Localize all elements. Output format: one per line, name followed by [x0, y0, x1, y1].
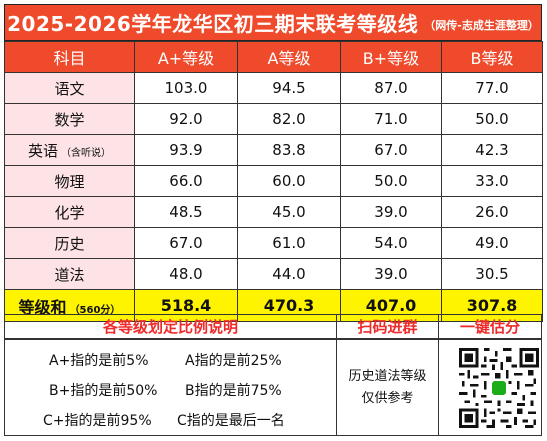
subject-cell: 语文 [4, 72, 135, 104]
score-cell: 82.0 [237, 103, 341, 135]
table-row: 历史 67.0 61.0 54.0 49.0 [4, 227, 543, 259]
score-cell: 61.0 [237, 227, 341, 259]
score-cell: 87.0 [340, 72, 442, 104]
score-cell: 39.0 [340, 258, 442, 290]
page-title: 2025-2026学年龙华区初三期末联考等级线 [7, 12, 419, 36]
score-cell: 67.0 [340, 134, 442, 166]
total-cell: 407.0 [340, 289, 442, 322]
score-cell: 92.0 [134, 103, 238, 135]
ratio-b: B指的是前75% [185, 383, 282, 399]
score-cell: 33.0 [441, 165, 543, 197]
ratio-explanation: A+指的是前5% A指的是前25% B+指的是前50% B指的是前75% C+指… [4, 339, 337, 436]
note-line-1: 历史道法等级 [348, 368, 427, 384]
total-cell: 307.8 [441, 289, 543, 322]
ratio-a-plus: A+指的是前5% [49, 353, 149, 369]
score-cell: 66.0 [134, 165, 238, 197]
score-cell: 71.0 [340, 103, 442, 135]
header-b-plus: B+等级 [340, 41, 442, 73]
ratio-b-plus: B+指的是前50% [49, 383, 158, 399]
header-a-plus: A+等级 [134, 41, 238, 73]
score-cell: 48.5 [134, 196, 238, 228]
total-cell: 470.3 [237, 289, 341, 322]
table-header-row: 科目 A+等级 A等级 B+等级 B等级 [4, 41, 543, 73]
subject-cell: 历史 [4, 227, 135, 259]
source-note: （网传-志成生涯整理） [424, 18, 539, 32]
score-cell: 30.5 [441, 258, 543, 290]
qr-code-icon[interactable] [459, 348, 539, 428]
score-cell: 83.8 [237, 134, 341, 166]
table-row: 语文 103.0 94.5 87.0 77.0 [4, 72, 543, 104]
score-cell: 26.0 [441, 196, 543, 228]
ratio-title: 各等级划定比例说明 [4, 314, 337, 339]
score-cell: 44.0 [237, 258, 341, 290]
score-cell: 50.0 [340, 165, 442, 197]
score-cell: 103.0 [134, 72, 238, 104]
table-row: 物理 66.0 60.0 50.0 33.0 [4, 165, 543, 197]
subject-cell: 数学 [4, 103, 135, 135]
score-cell: 54.0 [340, 227, 442, 259]
header-subject: 科目 [4, 41, 135, 73]
ratio-a: A指的是前25% [185, 353, 282, 369]
title-bar: 2025-2026学年龙华区初三期末联考等级线 （网传-志成生涯整理） [4, 4, 542, 41]
table-row: 道法 48.0 44.0 39.0 30.5 [4, 258, 543, 290]
table-row: 化学 48.5 45.0 39.0 26.0 [4, 196, 543, 228]
subject-cell: 物理 [4, 165, 135, 197]
subject-note: （含听说） [61, 147, 111, 159]
subject-cell: 道法 [4, 258, 135, 290]
score-cell: 50.0 [441, 103, 543, 135]
total-note: （560分） [69, 304, 121, 316]
qr-cell [438, 339, 542, 436]
ratio-c: C指的是最后一名 [177, 413, 285, 429]
header-a: A等级 [237, 41, 341, 73]
score-cell: 77.0 [441, 72, 543, 104]
table-row: 英语 （含听说） 93.9 83.8 67.0 42.3 [4, 134, 543, 166]
table-row: 数学 92.0 82.0 71.0 50.0 [4, 103, 543, 135]
score-cell: 39.0 [340, 196, 442, 228]
subject-cell: 化学 [4, 196, 135, 228]
header-b: B等级 [441, 41, 543, 73]
total-row: 等级和 （560分） 518.4 470.3 407.0 307.8 [4, 289, 543, 322]
score-cell: 48.0 [134, 258, 238, 290]
score-cell: 60.0 [237, 165, 341, 197]
score-cell: 93.9 [134, 134, 238, 166]
score-cell: 94.5 [237, 72, 341, 104]
total-label-cell: 等级和 （560分） [4, 289, 135, 322]
scan-title: 扫码进群 [336, 314, 439, 339]
grade-table: 科目 A+等级 A等级 B+等级 B等级 语文 103.0 94.5 87.0 … [4, 41, 543, 322]
total-cell: 518.4 [134, 289, 238, 322]
score-cell: 42.3 [441, 134, 543, 166]
score-cell: 67.0 [134, 227, 238, 259]
estimate-title: 一键估分 [438, 314, 542, 339]
footer-section: 各等级划定比例说明 扫码进群 一键估分 A+指的是前5% A指的是前25% B+… [4, 314, 542, 436]
note-line-2: 仅供参考 [361, 390, 414, 406]
subject-cell: 英语 （含听说） [4, 134, 135, 166]
ratio-c-plus: C+指的是前95% [43, 413, 152, 429]
score-cell: 49.0 [441, 227, 543, 259]
score-cell: 45.0 [237, 196, 341, 228]
grade-sheet: 2025-2026学年龙华区初三期末联考等级线 （网传-志成生涯整理） 科目 A… [4, 4, 543, 436]
reference-note: 历史道法等级 仅供参考 [336, 339, 439, 436]
